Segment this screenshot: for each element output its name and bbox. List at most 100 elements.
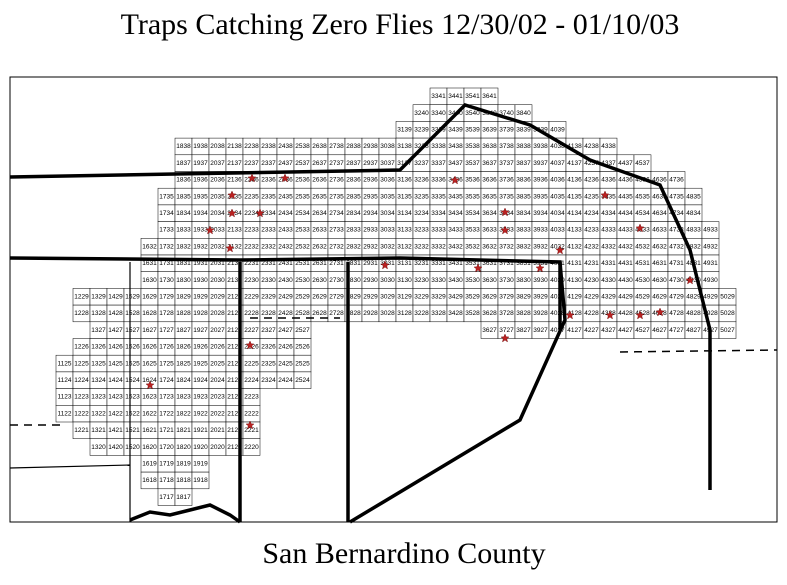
cell-label: 3233 [414,227,429,234]
cell-label: 2931 [363,260,378,267]
cell-label: 4334 [601,210,616,217]
cell-label: 3732 [499,243,514,250]
cell-label: 2337 [261,160,276,167]
cell-label: 5027 [720,327,735,334]
cell-label: 1831 [176,260,191,267]
cell-label: 1427 [108,327,123,334]
cell-label: 1820 [176,444,191,451]
cell-label: 4134 [567,210,582,217]
cell-label: 2531 [295,260,310,267]
cell-label: 2120 [227,444,242,451]
cell-label: 4728 [669,310,684,317]
cell-label: 3437 [448,160,463,167]
cell-label: 2537 [295,160,310,167]
cell-label: 4235 [584,193,599,200]
cell-label: 1918 [193,477,208,484]
cell-label: 4429 [618,293,633,300]
cell-label: 3036 [380,177,395,184]
cell-label: 1630 [142,277,157,284]
cell-label: 3237 [414,160,429,167]
cell-label: 3630 [482,277,497,284]
cell-label: 3740 [499,110,514,117]
road [129,503,242,524]
cell-label: 4734 [669,210,684,217]
cell-label: 2134 [227,210,242,217]
cell-label: 1732 [159,243,174,250]
cell-label: 4032 [550,243,565,250]
cell-label: 3737 [499,160,514,167]
cell-label: 3830 [516,277,531,284]
cell-label: 1725 [159,360,174,367]
cell-label: 1224 [74,377,89,384]
cell-label: 2426 [278,344,293,351]
cell-label: 2123 [227,394,242,401]
cell-label: 1733 [159,227,174,234]
boundary [619,349,778,353]
grid-cell [174,488,193,506]
cell-label: 3735 [499,193,514,200]
cell-label: 2021 [210,427,225,434]
cell-label: 3537 [465,160,480,167]
cell-label: 3029 [380,293,395,300]
cell-label: 1526 [125,344,140,351]
cell-label: 1321 [91,427,106,434]
cell-label: 2227 [244,327,259,334]
map-frame [9,76,778,523]
cell-label: 4430 [618,277,633,284]
cell-label: 3337 [431,160,446,167]
cell-label: 4735 [669,193,684,200]
cell-label: 3529 [465,293,480,300]
cell-label: 3130 [397,277,412,284]
cell-label: 2534 [295,210,310,217]
cell-label: 2036 [210,177,225,184]
cell-label: 1935 [193,193,208,200]
cell-label: 3240 [414,110,429,117]
cell-label: 1529 [125,293,140,300]
cell-label: 1920 [193,444,208,451]
cell-label: 1837 [176,160,191,167]
cell-label: 2020 [210,444,225,451]
cell-label: 2526 [295,344,310,351]
cell-label: 2437 [278,160,293,167]
cell-label: 1225 [74,360,89,367]
cell-label: 1720 [159,444,174,451]
cell-label: 4135 [567,193,582,200]
cell-label: 4535 [635,193,650,200]
cell-label: 3439 [448,126,463,133]
cell-label: 3028 [380,310,395,317]
cell-label: 2830 [346,277,361,284]
cell-label: 4835 [686,193,701,200]
trap-marker [245,420,255,430]
cell-label: 1938 [193,143,208,150]
cell-label: 1320 [91,444,106,451]
cell-label: 1125 [58,360,72,367]
cell-label: 2026 [210,344,225,351]
trap-marker [500,207,510,217]
cell-label: 3236 [414,177,429,184]
cell-label: 4829 [686,293,701,300]
cell-label: 1932 [193,243,208,250]
cell-label: 4028 [550,310,565,317]
cell-label: 3633 [482,227,497,234]
cell-label: 4431 [618,260,633,267]
cell-label: 4834 [686,210,701,217]
cell-label: 4828 [686,310,701,317]
cell-label: 4729 [669,293,684,300]
cell-label: 1817 [176,494,191,501]
cell-label: 3938 [533,143,548,150]
cell-label: 1423 [108,394,123,401]
cell-label: 3332 [431,243,446,250]
cell-label: 1223 [74,394,89,401]
cell-label: 1727 [159,327,174,334]
cell-label: 3932 [533,243,548,250]
trap-marker [605,310,615,320]
cell-label: 1426 [108,344,123,351]
cell-label: 4128 [567,310,582,317]
cell-label: 3629 [482,293,497,300]
cell-label: 2035 [210,193,225,200]
trap-marker [225,243,235,253]
cell-label: 4427 [618,327,633,334]
cell-label: 1818 [176,477,191,484]
